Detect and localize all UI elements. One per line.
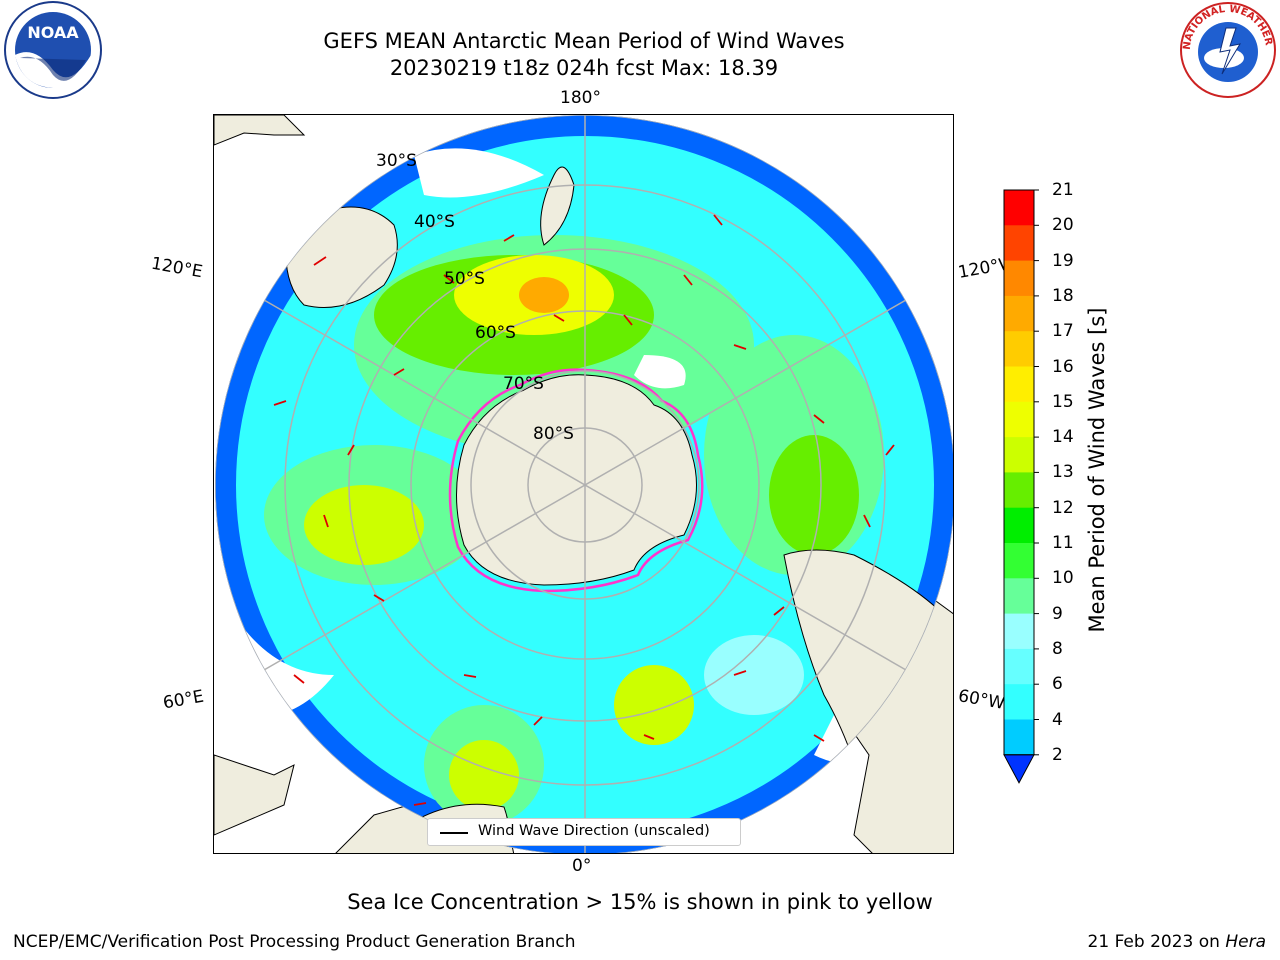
chart-subtitle: 20230219 t18z 024h fcst Max: 18.39 (389, 56, 779, 80)
colorbar-segment (1004, 190, 1034, 226)
lat-label-50s: 50°S (444, 269, 485, 289)
colorbar-tick-label: 4 (1052, 709, 1063, 730)
colorbar-tick-label: 2 (1052, 744, 1063, 765)
colorbar-tick-label: 14 (1052, 427, 1074, 448)
colorbar-tick-label: 8 (1052, 638, 1063, 659)
colorbar-segment (1004, 719, 1034, 756)
colorbar-tick-label: 19 (1052, 250, 1074, 271)
polar-map (214, 115, 953, 853)
colorbar-segment (1004, 648, 1034, 685)
lon-label-60w: 60°W (956, 686, 1007, 714)
colorbar-segment (1004, 578, 1034, 615)
colorbar-tick-label: 6 (1052, 674, 1063, 695)
colorbar-segment (1004, 472, 1034, 509)
colorbar-segment (1004, 260, 1034, 297)
colorbar-tick-label: 13 (1052, 462, 1074, 483)
lon-label-0: 0° (572, 856, 592, 876)
colorbar-label: Mean Period of Wind Waves [s] (1085, 307, 1109, 633)
legend-label: Wind Wave Direction (unscaled) (478, 823, 710, 839)
graticule (215, 115, 953, 853)
footer-date: 21 Feb 2023 on Hera (1088, 932, 1266, 952)
colorbar-segment (1004, 295, 1034, 332)
lon-label-120e: 120°E (149, 253, 205, 283)
lon-label-180: 180° (560, 88, 601, 108)
colorbar (1003, 189, 1039, 784)
colorbar-segment (1004, 225, 1034, 262)
lat-label-30s: 30°S (376, 151, 417, 171)
colorbar-segment (1004, 437, 1034, 473)
land-corner-tl (214, 115, 306, 146)
colorbar-tick-label: 18 (1052, 285, 1074, 306)
noaa-logo: NOAA (4, 1, 102, 99)
footer-credit: NCEP/EMC/Verification Post Processing Pr… (13, 932, 576, 952)
lat-label-70s: 70°S (503, 374, 544, 394)
lon-label-60e: 60°E (161, 686, 206, 714)
colorbar-tick-label: 21 (1052, 180, 1074, 200)
colorbar-tick-label: 9 (1052, 603, 1063, 624)
land-corner-bl (214, 754, 295, 836)
colorbar-segment (1004, 507, 1034, 544)
colorbar-tick-label: 17 (1052, 321, 1074, 342)
lat-label-80s: 80°S (533, 424, 574, 444)
colorbar-segment (1004, 366, 1034, 403)
colorbar-segment (1004, 331, 1034, 367)
lat-label-60s: 60°S (475, 323, 516, 343)
colorbar-segment (1004, 684, 1034, 720)
footer-date-text: 21 Feb 2023 on (1087, 932, 1226, 952)
noaa-logo-text: NOAA (27, 23, 79, 42)
footer-host: Hera (1225, 932, 1266, 952)
colorbar-tick-label: 11 (1052, 533, 1074, 553)
colorbar-tick-label: 15 (1052, 391, 1074, 412)
map-frame (213, 114, 954, 854)
chart-title: GEFS MEAN Antarctic Mean Period of Wind … (323, 29, 845, 53)
colorbar-tick-label: 20 (1052, 215, 1074, 236)
nws-logo: NATIONAL WEATHER SERVICE (1176, 0, 1276, 98)
colorbar-extend-arrow (1003, 754, 1035, 784)
colorbar-segment (1004, 543, 1034, 579)
colorbar-tick-label: 16 (1052, 356, 1074, 377)
map-legend: Wind Wave Direction (unscaled) (427, 818, 741, 846)
antarctica-ice-edge (448, 368, 704, 593)
colorbar-segment (1004, 401, 1034, 438)
wind-arrows (273, 214, 895, 806)
wave-field (215, 115, 953, 853)
lat-label-40s: 40°S (414, 212, 455, 232)
colorbar-tick-label: 12 (1052, 497, 1074, 518)
colorbar-segment (1004, 613, 1034, 650)
sea-ice-caption: Sea Ice Concentration > 15% is shown in … (347, 890, 933, 914)
legend-line-swatch (440, 832, 468, 834)
colorbar-tick-label: 10 (1052, 568, 1074, 589)
